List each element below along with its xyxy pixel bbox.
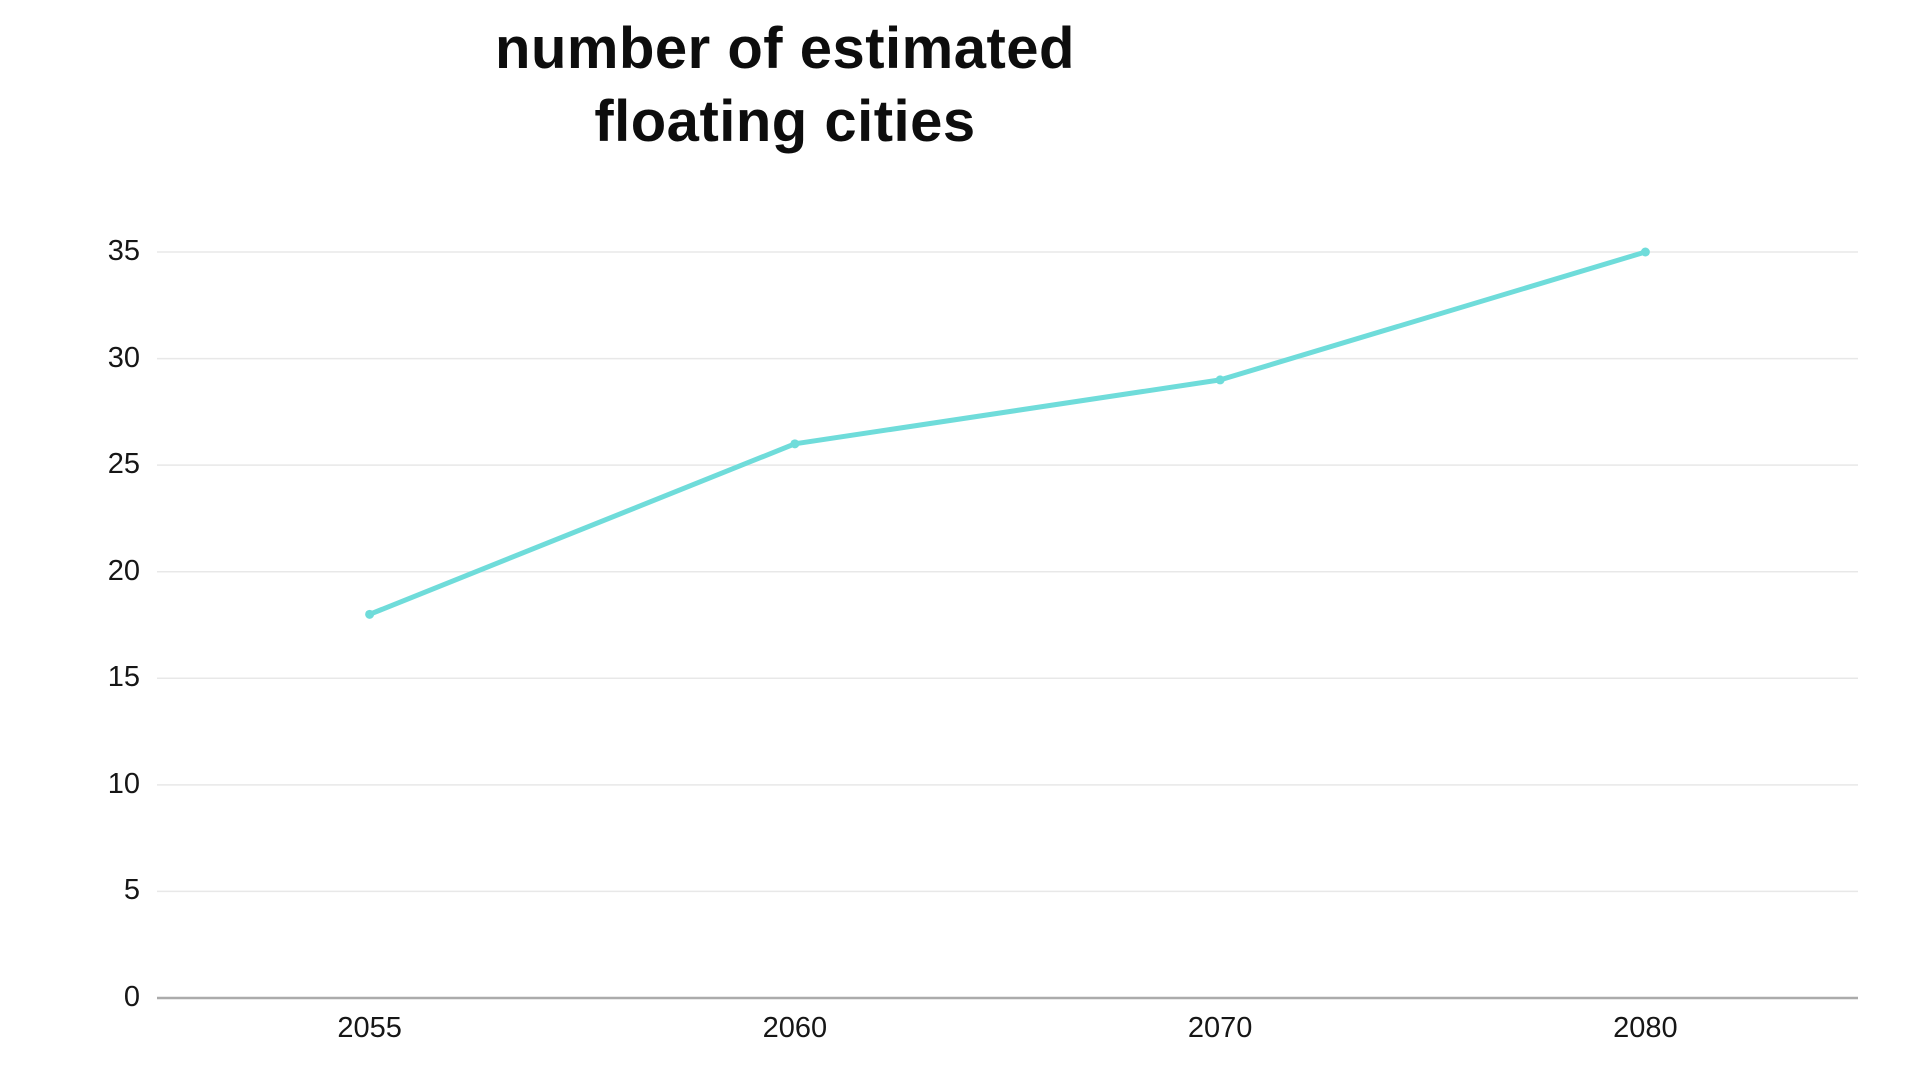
y-tick-label: 20 xyxy=(107,554,140,587)
chart-title: number of estimated floating cities xyxy=(0,12,1570,158)
y-tick-label: 0 xyxy=(123,981,140,1013)
data-point xyxy=(1640,247,1650,257)
x-tick-label: 2055 xyxy=(337,1012,402,1044)
x-tick-label: 2060 xyxy=(762,1012,828,1044)
series-line xyxy=(367,249,1648,617)
y-tick-label: 25 xyxy=(107,448,140,481)
data-point xyxy=(790,439,800,449)
y-tick-label: 35 xyxy=(107,235,140,267)
y-tick-label: 5 xyxy=(123,874,140,907)
y-tick-label: 30 xyxy=(107,341,140,374)
chart-title-line-1: number of estimated xyxy=(495,16,1075,81)
x-tick-label: 2080 xyxy=(1613,1012,1678,1044)
y-tick-label: 10 xyxy=(107,767,140,800)
x-tick-label: 2070 xyxy=(1187,1012,1253,1044)
data-point xyxy=(365,609,375,619)
data-point xyxy=(1215,375,1225,385)
chart-title-line-2: floating cities xyxy=(594,89,976,154)
y-tick-label: 15 xyxy=(107,661,140,694)
